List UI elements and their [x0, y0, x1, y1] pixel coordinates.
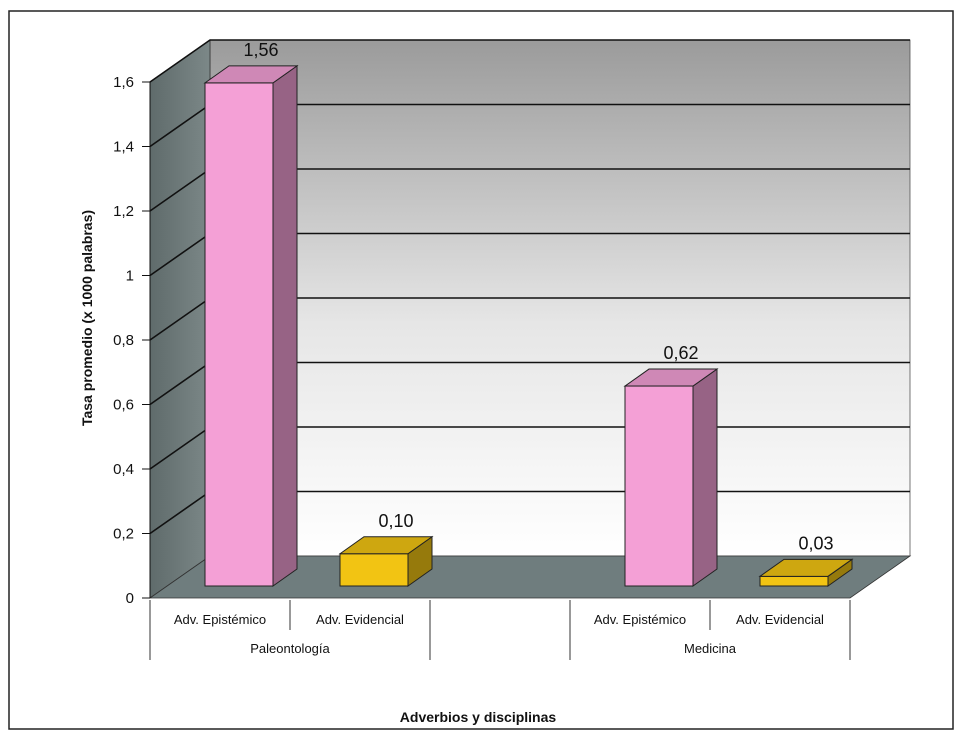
category-label: Adv. Evidencial	[316, 612, 404, 627]
group-label: Paleontología	[250, 641, 330, 656]
group-label: Medicina	[684, 641, 737, 656]
bar	[338, 535, 434, 587]
y-tick-label: 0,2	[113, 526, 134, 543]
category-label: Adv. Epistémico	[174, 612, 266, 627]
data-labels: 1,56 0,10 0,62 0,03	[243, 40, 833, 553]
y-tick-label: 1,2	[113, 203, 134, 220]
x-axis-title: Adverbios y disciplinas	[400, 709, 557, 725]
bars	[203, 64, 854, 587]
bar	[758, 558, 854, 587]
category-label: Adv. Evidencial	[736, 612, 824, 627]
data-label: 1,56	[243, 40, 278, 60]
y-tick-label: 0,4	[113, 461, 134, 478]
category-axis: Adv. Epistémico Adv. Evidencial Paleontolo…	[149, 600, 851, 660]
data-label: 0,10	[378, 511, 413, 531]
y-axis-title: Tasa promedio (x 1000 palabras)	[79, 210, 95, 426]
y-tick-label: 0,8	[113, 332, 134, 349]
bar	[623, 368, 719, 587]
y-tick-label: 1,4	[113, 139, 134, 156]
y-tick-label: 1,6	[113, 74, 134, 91]
y-tick-label: 0,6	[113, 397, 134, 414]
data-label: 0,03	[798, 533, 833, 553]
y-axis-ticks: 0 0,2 0,4 0,6 0,8 1 1,2 1,4 1,6	[113, 74, 151, 607]
data-label: 0,62	[663, 343, 698, 363]
bar	[203, 64, 299, 587]
y-tick-label: 1	[126, 268, 134, 285]
gridline	[149, 39, 910, 83]
y-tick-label: 0	[126, 590, 134, 607]
category-label: Adv. Epistémico	[594, 612, 686, 627]
